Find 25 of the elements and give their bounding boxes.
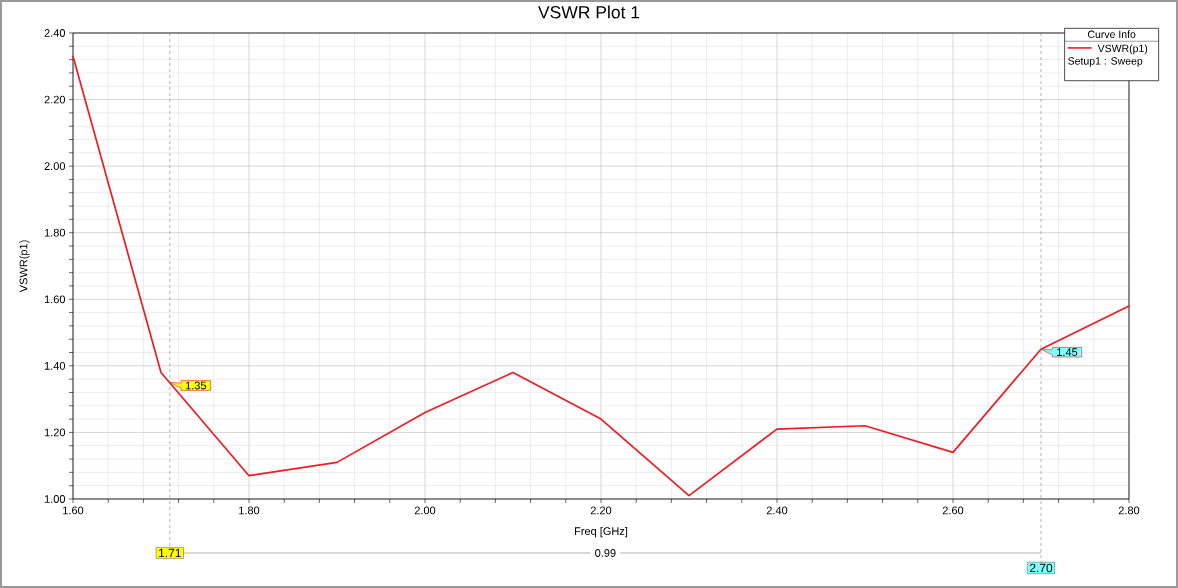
annotation: 1.45 (1057, 348, 1078, 357)
x-tick-label: 1.80 (239, 506, 260, 515)
y-tick-label: 2.40 (44, 29, 66, 37)
ref-line-label: 2.70 (1029, 563, 1053, 573)
legend-title: Curve Info (1087, 30, 1136, 39)
x-tick-label: 2.40 (766, 506, 788, 515)
legend-label: VSWR(p1) Setup1 : Sweep (1068, 44, 1148, 67)
x-tick-label: 2.20 (590, 506, 612, 515)
y-tick-label: 1.00 (44, 495, 66, 503)
chart-title: VSWR Plot 1 (538, 5, 640, 19)
y-tick-label: 2.20 (44, 95, 66, 104)
y-tick-label: 2.00 (44, 162, 66, 171)
x-tick-label: 2.80 (1118, 506, 1140, 515)
text: 0.99 (595, 549, 616, 557)
x-axis-title: Freq [GHz] (575, 526, 628, 538)
y-tick-label: 1.20 (44, 428, 66, 437)
y-axis-title: VSWR(p1) (19, 240, 30, 293)
ref-line-label: 1.71 (159, 548, 181, 558)
x-tick-label: 1.60 (63, 506, 84, 515)
annotation: 1.35 (185, 381, 207, 390)
x-tick-label: 2.60 (942, 506, 964, 515)
y-tick-label: 1.60 (44, 295, 66, 304)
x-tick-label: 2.00 (414, 506, 436, 515)
y-tick-label: 1.40 (44, 361, 66, 370)
y-tick-label: 1.80 (44, 228, 66, 237)
